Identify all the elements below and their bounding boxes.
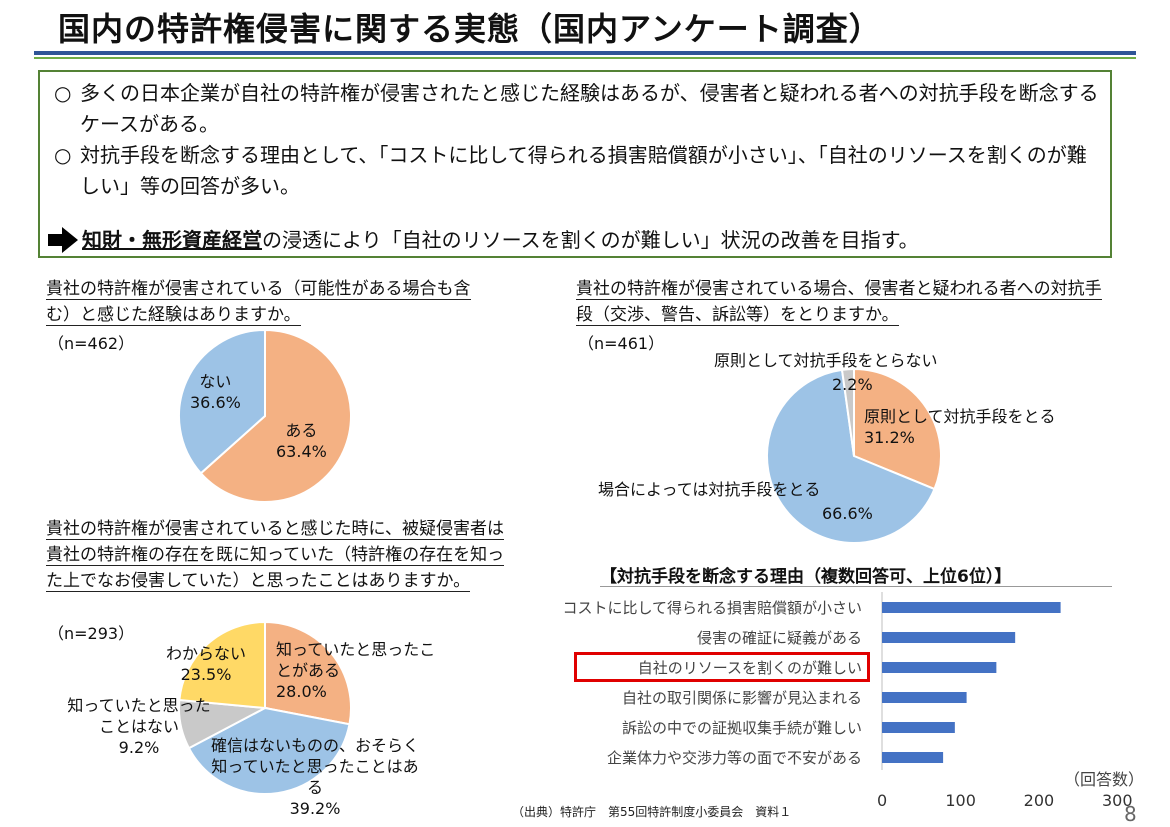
bullet-text: 多くの日本企業が自社の特許権が侵害されたと感じた経験はあるが、侵害者と疑われる者…: [80, 81, 1099, 136]
reasons-title-underline: [600, 586, 1112, 587]
pie2-slice-0: [853, 367, 942, 491]
q2-question: 貴社の特許権が侵害されている場合、侵害者と疑われる者への対抗手段（交渉、警告、訴…: [576, 279, 1102, 326]
page-title: 国内の特許権侵害に関する実態（国内アンケート調査）: [58, 10, 882, 48]
reasons-chart-title: 【対抗手段を断念する理由（複数回答可、上位6位）】: [600, 567, 1012, 587]
pie1-label-no: ない 36.6%: [190, 372, 241, 412]
pie1-label-yes: ある 63.4%: [276, 421, 327, 461]
pie3-slice-0: [264, 620, 352, 726]
bar-category-label-1: 侵害の確証に疑義がある: [696, 629, 862, 647]
pie3-label-unknown: わからない 23.5%: [166, 644, 247, 684]
bar-2: [882, 662, 997, 673]
summary-box: ○ 多くの日本企業が自社の特許権が侵害されたと感じた経験はあるが、侵害者と疑われる…: [38, 70, 1112, 258]
reasons-bar-chart: [881, 592, 1061, 770]
bullet-text: 対抗手段を断念する理由として、「コストに比して得られる損害賠償額が小さい」、「自…: [80, 143, 1087, 198]
pie3-slice-1: [187, 706, 351, 795]
title-rule-blue: [34, 51, 1136, 55]
pie2-value-never: 2.2%: [832, 375, 873, 394]
conclusion-row: 知財・無形資産経営の浸透により「自社のリソースを割くのが難しい」状況の改善を目指…: [48, 224, 919, 253]
pie1-slice-1: [178, 328, 266, 475]
q3-sample-size: （n=293）: [48, 624, 135, 643]
bullet-mark: ○: [54, 143, 72, 167]
summary-bullet-1: ○ 多くの日本企業が自社の特許権が侵害されたと感じた経験はあるが、侵害者と疑われる…: [54, 78, 1100, 140]
page-number: 8: [1124, 802, 1137, 826]
pie2-value-sometimes: 66.6%: [822, 504, 873, 523]
q1-question: 貴社の特許権が侵害されている（可能性がある場合も含む）と感じた経験はありますか。: [46, 279, 471, 326]
q2-sample-size: （n=461）: [578, 334, 665, 353]
x-tick-2: 200: [1023, 791, 1055, 810]
right-arrow-icon: [48, 227, 78, 253]
q1-sample-size: （n=462）: [48, 334, 135, 353]
pie-chart-q1: [178, 328, 352, 503]
bar-category-label-2: 自社のリソースを割くのが難しい: [637, 659, 862, 677]
pie2-label-sometimes: 場合によっては対抗手段をとる: [598, 480, 821, 499]
pie3-label-knew: 知っていたと思ったことがある 28.0%: [276, 640, 436, 701]
highlight-box: [574, 652, 870, 682]
conclusion-emphasis: 知財・無形資産経営: [82, 228, 262, 252]
bar-category-label-3: 自社の取引関係に影響が見込まれる: [621, 689, 862, 707]
pie2-slice-1: [766, 368, 936, 544]
summary-bullet-2: ○ 対抗手段を断念する理由として、「コストに比して得られる損害賠償額が小さい」、「…: [54, 140, 1100, 202]
x-tick-1: 100: [945, 791, 976, 810]
pie3-slice-3: [178, 620, 266, 710]
bar-category-label-4: 訴訟の中での証拠収集手続が難しい: [621, 719, 862, 737]
pie-chart-q3: [178, 620, 352, 795]
bar-5: [882, 752, 944, 763]
bullet-mark: ○: [54, 81, 72, 105]
axis-unit: （回答数）: [1064, 770, 1145, 789]
bar-3: [882, 692, 967, 703]
pie2-label-never: 原則として対抗手段をとらない: [714, 351, 938, 370]
title-rule-green: [34, 57, 1136, 59]
conclusion-text: の浸透により「自社のリソースを割くのが難しい」状況の改善を目指す。: [262, 228, 919, 252]
x-tick-0: 0: [877, 791, 888, 810]
bar-category-label-5: 企業体力や交渉力等の面で不安がある: [606, 749, 862, 767]
pie3-label-not-knew: 知っていたと思ったことはない 9.2%: [67, 696, 211, 757]
pie2-label-always: 原則として対抗手段をとる 31.2%: [864, 407, 1056, 447]
q3-question: 貴社の特許権が侵害されていると感じた時に、被疑侵害者は貴社の特許権の存在を既に知…: [46, 519, 505, 592]
bar-4: [882, 722, 955, 733]
bar-category-label-0: コストに比して得られる損害賠償額が小さい: [562, 599, 862, 617]
pie2-slice-2: [840, 367, 855, 457]
bar-0: [882, 602, 1061, 613]
x-tick-3: 300: [1102, 791, 1133, 810]
pie3-label-probably: 確信はないものの、おそらく知っていたと思ったことはある 39.2%: [210, 736, 419, 818]
pie-chart-q2: [766, 367, 942, 544]
source-note: （出典）特許庁 第55回特許制度小委員会 資料１: [512, 805, 792, 819]
pie1-slice-0: [199, 328, 352, 503]
bar-1: [882, 632, 1016, 643]
